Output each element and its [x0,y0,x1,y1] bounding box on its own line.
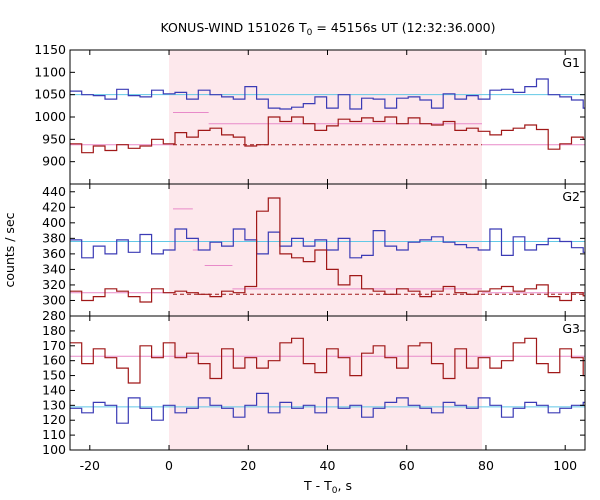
y-tick-label: 900 [42,154,66,169]
y-tick-label: 1000 [34,109,66,124]
x-axis-label: T - T0, s [303,478,352,496]
panel-label: G2 [562,189,580,204]
x-tick-label: 0 [165,458,173,473]
x-tick-label: 60 [399,458,415,473]
y-tick-label: 130 [42,397,66,412]
series-g2-red [70,197,585,303]
y-tick-label: 140 [42,382,66,397]
y-tick-label: 380 [42,230,66,245]
x-tick-label: 80 [478,458,494,473]
x-tick-label: 100 [553,458,577,473]
y-tick-label: 440 [42,184,66,199]
series-g2-blue [70,228,585,259]
series-g3-blue [70,392,585,424]
y-tick-label: 280 [42,308,66,323]
y-tick-label: 150 [42,368,66,383]
y-tick-label: 180 [42,323,66,338]
series-g1-blue [70,78,585,110]
y-tick-label: 1100 [34,64,66,79]
y-tick-label: 950 [42,131,66,146]
y-tick-label: 110 [42,427,66,442]
y-tick-label: 360 [42,246,66,261]
y-tick-label: 340 [42,261,66,276]
x-tick-label: 20 [240,458,256,473]
y-tick-label: 400 [42,215,66,230]
x-tick-label: 40 [320,458,336,473]
series-g3-red [70,337,585,384]
y-tick-label: 1050 [34,87,66,102]
panel-label: G1 [562,55,580,70]
y-tick-label: 120 [42,412,66,427]
chart-title: KONUS-WIND 151026 T0 = 45156s UT (12:32:… [160,20,495,38]
y-tick-label: 300 [42,292,66,307]
x-tick-label: -20 [80,458,100,473]
y-tick-label: 100 [42,442,66,457]
y-axis-label: counts / sec [2,212,17,287]
y-tick-label: 170 [42,338,66,353]
panel-g1: 900 950 1000 1050 1100 1150 G1 [34,42,586,185]
plot-panels: 9009501000105011001150G12803003203403603… [34,42,586,473]
y-tick-label: 1150 [34,42,66,57]
y-tick-label: 420 [42,199,66,214]
y-tick-label: 160 [42,353,66,368]
y-tick-label: 320 [42,277,66,292]
panel-label: G3 [562,321,580,336]
series-g1-red [70,116,585,154]
